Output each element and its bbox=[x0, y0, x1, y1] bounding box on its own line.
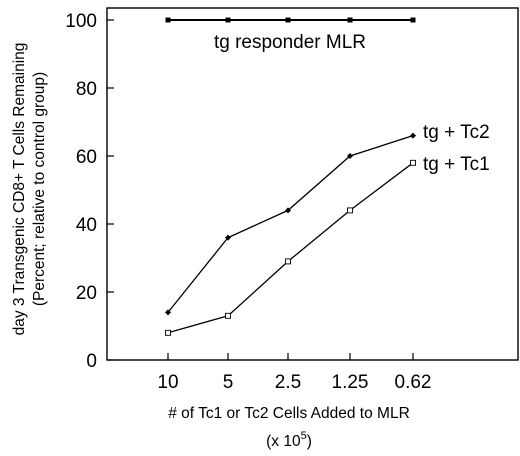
series-line bbox=[167, 162, 414, 334]
data-point bbox=[285, 17, 291, 23]
x-tick-label: 1.25 bbox=[332, 372, 369, 393]
x-axis: 10 5 2.5 1.25 0.62 bbox=[157, 353, 431, 393]
y-tick-label: 40 bbox=[76, 215, 97, 236]
x-axis-title-line2: (x 105) bbox=[266, 430, 312, 450]
series-2: tg + Tc2 bbox=[165, 122, 490, 316]
x-axis-title-exponent: 5 bbox=[301, 430, 307, 442]
series-label: tg + Tc2 bbox=[423, 122, 490, 143]
data-point bbox=[165, 329, 171, 336]
data-point bbox=[347, 153, 353, 159]
data-point bbox=[347, 207, 353, 214]
data-point bbox=[225, 234, 231, 241]
x-tick-label: 0.62 bbox=[395, 372, 432, 393]
y-tick-label: 0 bbox=[86, 351, 97, 372]
series-group: tg responder MLR tg + Tc2 tg + Tc1 bbox=[165, 17, 490, 336]
data-point bbox=[410, 17, 416, 23]
y-tick-label: 80 bbox=[76, 79, 97, 100]
data-point bbox=[165, 17, 171, 23]
data-point bbox=[165, 309, 171, 316]
data-point bbox=[410, 159, 416, 166]
y-axis-title-line2: (Percent; relative to control group) bbox=[31, 72, 48, 306]
plot-frame bbox=[106, 7, 519, 361]
data-point bbox=[225, 312, 231, 319]
x-axis-title-suffix: ) bbox=[307, 433, 312, 450]
x-axis-title-prefix: (x 10 bbox=[266, 433, 301, 450]
data-point bbox=[285, 258, 291, 265]
y-tick-label: 60 bbox=[76, 147, 97, 168]
x-tick-label: 10 bbox=[157, 372, 178, 393]
data-point bbox=[225, 17, 231, 23]
x-tick-label: 2.5 bbox=[275, 372, 301, 393]
series-1: tg responder MLR bbox=[165, 17, 416, 53]
x-tick-label: 5 bbox=[223, 372, 234, 393]
y-axis-title-line1: day 3 Transgenic CD8+ T Cells Remaining bbox=[11, 43, 28, 336]
y-axis: 0 20 40 60 80 100 bbox=[65, 7, 519, 372]
series-label: tg responder MLR bbox=[214, 32, 366, 53]
y-tick-label: 100 bbox=[65, 11, 97, 32]
series-line bbox=[167, 134, 414, 313]
y-tick-label: 20 bbox=[76, 283, 97, 304]
x-axis-title-line1: # of Tc1 or Tc2 Cells Added to MLR bbox=[168, 405, 410, 422]
data-point bbox=[410, 132, 416, 139]
data-point bbox=[347, 17, 353, 23]
series-3: tg + Tc1 bbox=[165, 154, 490, 336]
series-label: tg + Tc1 bbox=[423, 154, 490, 175]
data-point bbox=[285, 207, 291, 214]
